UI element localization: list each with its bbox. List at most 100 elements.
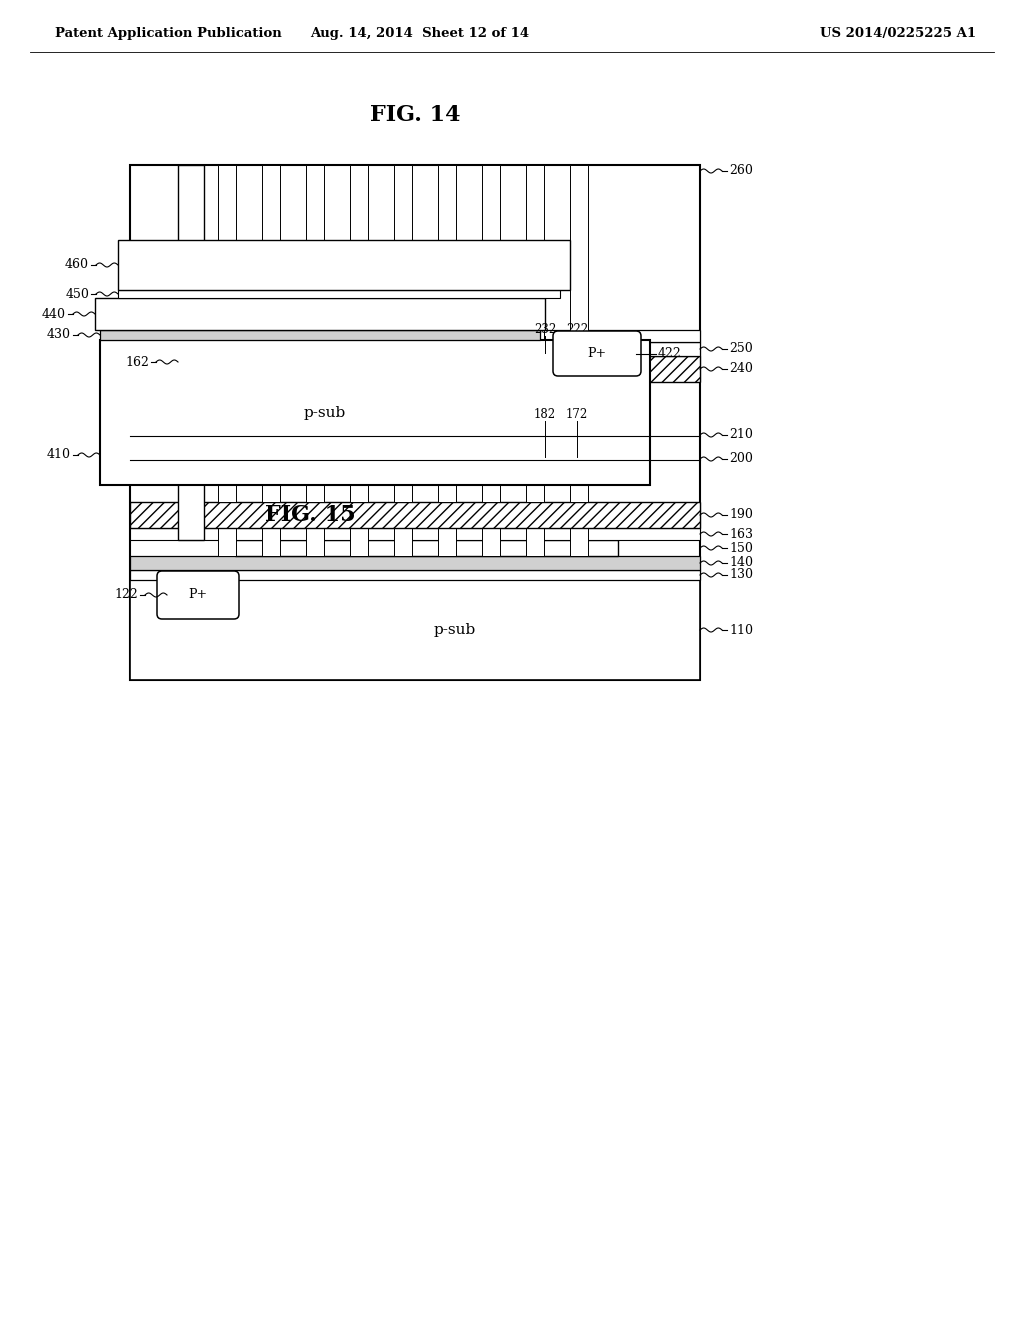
Text: 150: 150 (729, 541, 753, 554)
Text: 172: 172 (566, 408, 588, 421)
Bar (394, 165, 412, 356)
Bar (350, 165, 368, 356)
Bar (100, 330, 540, 341)
Bar (438, 381, 456, 502)
Text: 182: 182 (534, 408, 556, 421)
Text: Patent Application Publication: Patent Application Publication (55, 26, 282, 40)
Bar (218, 356, 236, 381)
Bar (570, 381, 588, 502)
Text: 410: 410 (47, 449, 71, 462)
Bar (394, 528, 412, 556)
Bar (218, 381, 236, 502)
Bar (570, 502, 588, 528)
Bar (130, 528, 700, 540)
Bar (438, 356, 456, 381)
Text: 260: 260 (729, 165, 753, 177)
Bar (130, 556, 700, 570)
Bar (218, 502, 236, 528)
Text: 140: 140 (729, 557, 753, 569)
Bar (306, 528, 324, 556)
Bar (482, 502, 500, 528)
Text: 130: 130 (729, 569, 753, 582)
Bar (350, 356, 368, 381)
Bar (482, 528, 500, 556)
Text: 162: 162 (125, 355, 150, 368)
Text: 430: 430 (47, 329, 71, 342)
Bar (218, 356, 236, 381)
Bar (570, 528, 588, 556)
Text: p-sub: p-sub (434, 623, 476, 638)
Bar (130, 330, 700, 342)
Bar (234, 540, 618, 556)
Text: 422: 422 (658, 347, 682, 360)
Text: 122: 122 (115, 589, 138, 602)
Bar (118, 290, 560, 298)
Bar (394, 381, 412, 502)
Bar (526, 165, 544, 356)
Text: 250: 250 (729, 342, 753, 355)
Bar (130, 342, 700, 356)
Bar (482, 165, 500, 356)
Text: 200: 200 (729, 453, 753, 466)
Bar (394, 528, 412, 556)
FancyBboxPatch shape (553, 331, 641, 376)
Bar (306, 381, 324, 502)
Bar (570, 528, 588, 556)
Bar (394, 356, 412, 381)
Text: p-sub: p-sub (304, 405, 346, 420)
Bar (482, 356, 500, 381)
Bar (130, 570, 700, 579)
Bar (570, 165, 588, 356)
Text: P+: P+ (588, 347, 606, 360)
Bar (438, 165, 456, 356)
Text: P+: P+ (188, 589, 208, 602)
Bar (130, 502, 700, 528)
Bar (350, 528, 368, 556)
Bar (306, 502, 324, 528)
Text: 222: 222 (566, 323, 588, 337)
Bar (262, 381, 280, 502)
Bar (306, 165, 324, 356)
Bar (482, 528, 500, 556)
Bar (526, 381, 544, 502)
Text: FIG. 15: FIG. 15 (264, 504, 355, 525)
Bar (130, 356, 700, 381)
Bar (526, 356, 544, 381)
Text: 440: 440 (42, 308, 66, 321)
Text: 210: 210 (729, 429, 753, 441)
FancyBboxPatch shape (157, 572, 239, 619)
Text: US 2014/0225225 A1: US 2014/0225225 A1 (820, 26, 976, 40)
Bar (262, 165, 280, 356)
Bar (482, 356, 500, 381)
Bar (394, 502, 412, 528)
Bar (218, 165, 236, 356)
Bar (350, 381, 368, 502)
Bar (570, 356, 588, 381)
Bar (306, 528, 324, 556)
Text: 240: 240 (729, 363, 753, 375)
Bar (394, 356, 412, 381)
Bar (306, 356, 324, 381)
Bar (130, 579, 700, 680)
Bar (218, 528, 236, 556)
Text: 450: 450 (66, 288, 89, 301)
Bar (95, 298, 545, 330)
Bar (218, 528, 236, 556)
Text: FIG. 14: FIG. 14 (370, 104, 460, 125)
Text: 232: 232 (534, 323, 556, 337)
Bar (526, 528, 544, 556)
Bar (100, 341, 650, 484)
Text: Aug. 14, 2014  Sheet 12 of 14: Aug. 14, 2014 Sheet 12 of 14 (310, 26, 529, 40)
Bar (438, 528, 456, 556)
Text: 460: 460 (65, 259, 89, 272)
Bar (178, 165, 204, 540)
Text: 190: 190 (729, 508, 753, 521)
Bar (118, 240, 570, 290)
Bar (482, 381, 500, 502)
Bar (262, 356, 280, 381)
Bar (306, 356, 324, 381)
Bar (570, 356, 588, 381)
Bar (262, 528, 280, 556)
Bar (130, 165, 700, 680)
Text: 163: 163 (729, 528, 753, 540)
